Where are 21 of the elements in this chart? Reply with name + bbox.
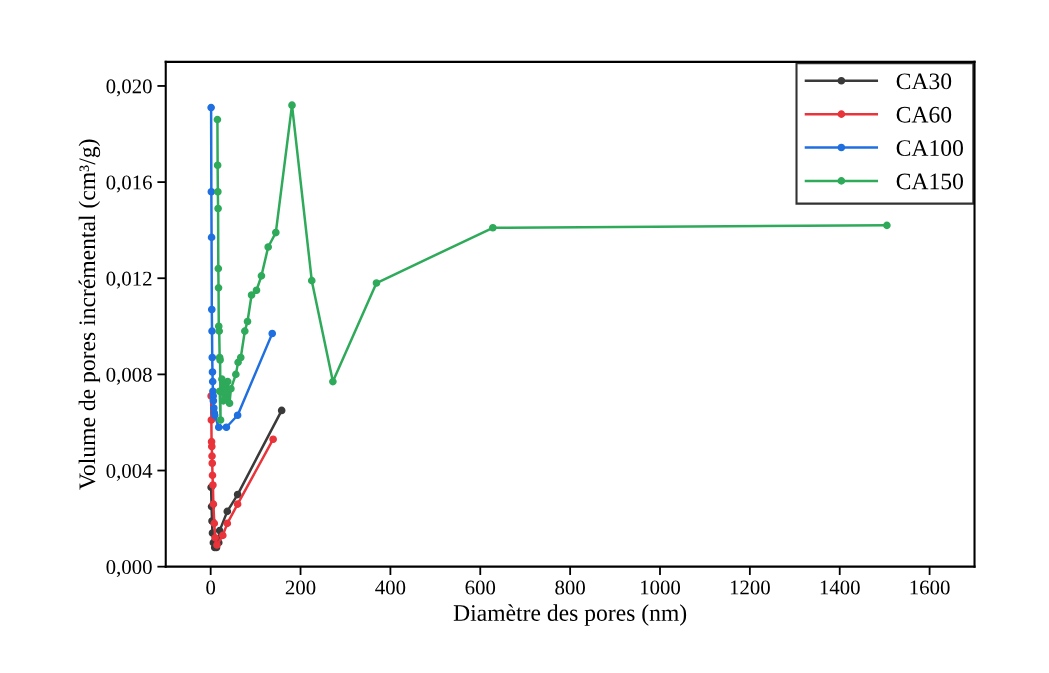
x-tick-label: 400 [375,580,406,595]
y-tick-label: 0,012 [106,271,152,289]
y-tick-label: 0,020 [106,79,152,97]
x-axis-title: Diamètre des pores (nm) [453,604,687,626]
legend-label: CA150 [896,173,963,190]
y-tick-label: 0,016 [106,175,152,193]
legend-label: CA60 [896,106,952,123]
x-tick-label: 800 [555,580,585,595]
x-tick-label: 1400 [820,580,860,595]
y-tick-label: 0,000 [106,560,152,578]
x-tick-label: 1000 [641,580,681,595]
x-tick-label: 600 [465,580,496,595]
x-tick-label: 1200 [730,580,770,595]
x-tick-label: 1600 [910,580,950,595]
y-tick-label: 0,004 [106,463,153,481]
legend-label: CA30 [896,73,952,90]
legend-label: CA100 [896,140,963,157]
x-tick-label: 0 [206,580,216,595]
y-tick-label: 0,008 [106,367,152,385]
x-tick-label: 200 [285,580,316,595]
y-axis-title: Volume de pores incrémental (cm³/g) [78,139,101,490]
